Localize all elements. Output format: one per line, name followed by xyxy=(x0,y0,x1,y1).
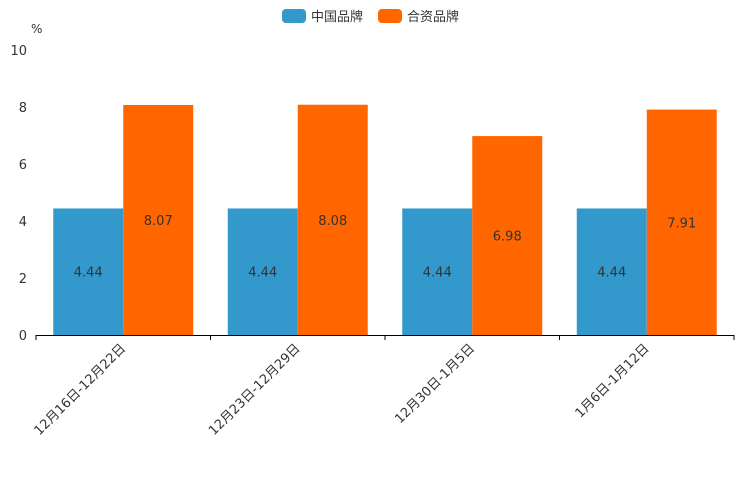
y-tick-label: 10 xyxy=(10,44,27,59)
y-tick-label: 6 xyxy=(19,158,27,173)
legend-label-1: 合资品牌 xyxy=(407,9,459,25)
bar-0-1 xyxy=(227,208,298,335)
x-tick-label: 12月30日-1月5日 xyxy=(392,341,478,427)
bar-1-1 xyxy=(297,104,368,335)
data-label: 7.91 xyxy=(667,216,696,231)
y-tick-label: 2 xyxy=(19,272,27,287)
x-tick-label: 12月16日-12月22日 xyxy=(32,341,129,438)
legend-label-0: 中国品牌 xyxy=(311,9,363,25)
y-tick-label: 0 xyxy=(19,329,27,344)
data-label: 4.44 xyxy=(597,266,626,281)
bar-1-2 xyxy=(472,136,543,335)
bar-0-3 xyxy=(576,208,647,335)
data-label: 4.44 xyxy=(74,266,103,281)
y-tick-label: 4 xyxy=(19,215,27,230)
data-label: 6.98 xyxy=(493,230,522,245)
x-tick-label: 12月23日-12月29日 xyxy=(206,341,303,438)
y-axis-unit: % xyxy=(31,22,42,36)
legend-swatch-0 xyxy=(282,9,306,23)
data-label: 8.07 xyxy=(144,214,173,229)
legend-swatch-1 xyxy=(378,9,402,23)
data-label: 4.44 xyxy=(423,266,452,281)
bar-0-2 xyxy=(402,208,473,335)
x-tick-label: 1月6日-1月12日 xyxy=(573,341,653,421)
y-tick-label: 8 xyxy=(19,101,27,116)
bar-1-0 xyxy=(123,105,194,335)
data-label: 8.08 xyxy=(318,214,347,229)
bar-0-0 xyxy=(53,208,124,335)
bar-1-3 xyxy=(646,109,717,335)
data-label: 4.44 xyxy=(248,266,277,281)
